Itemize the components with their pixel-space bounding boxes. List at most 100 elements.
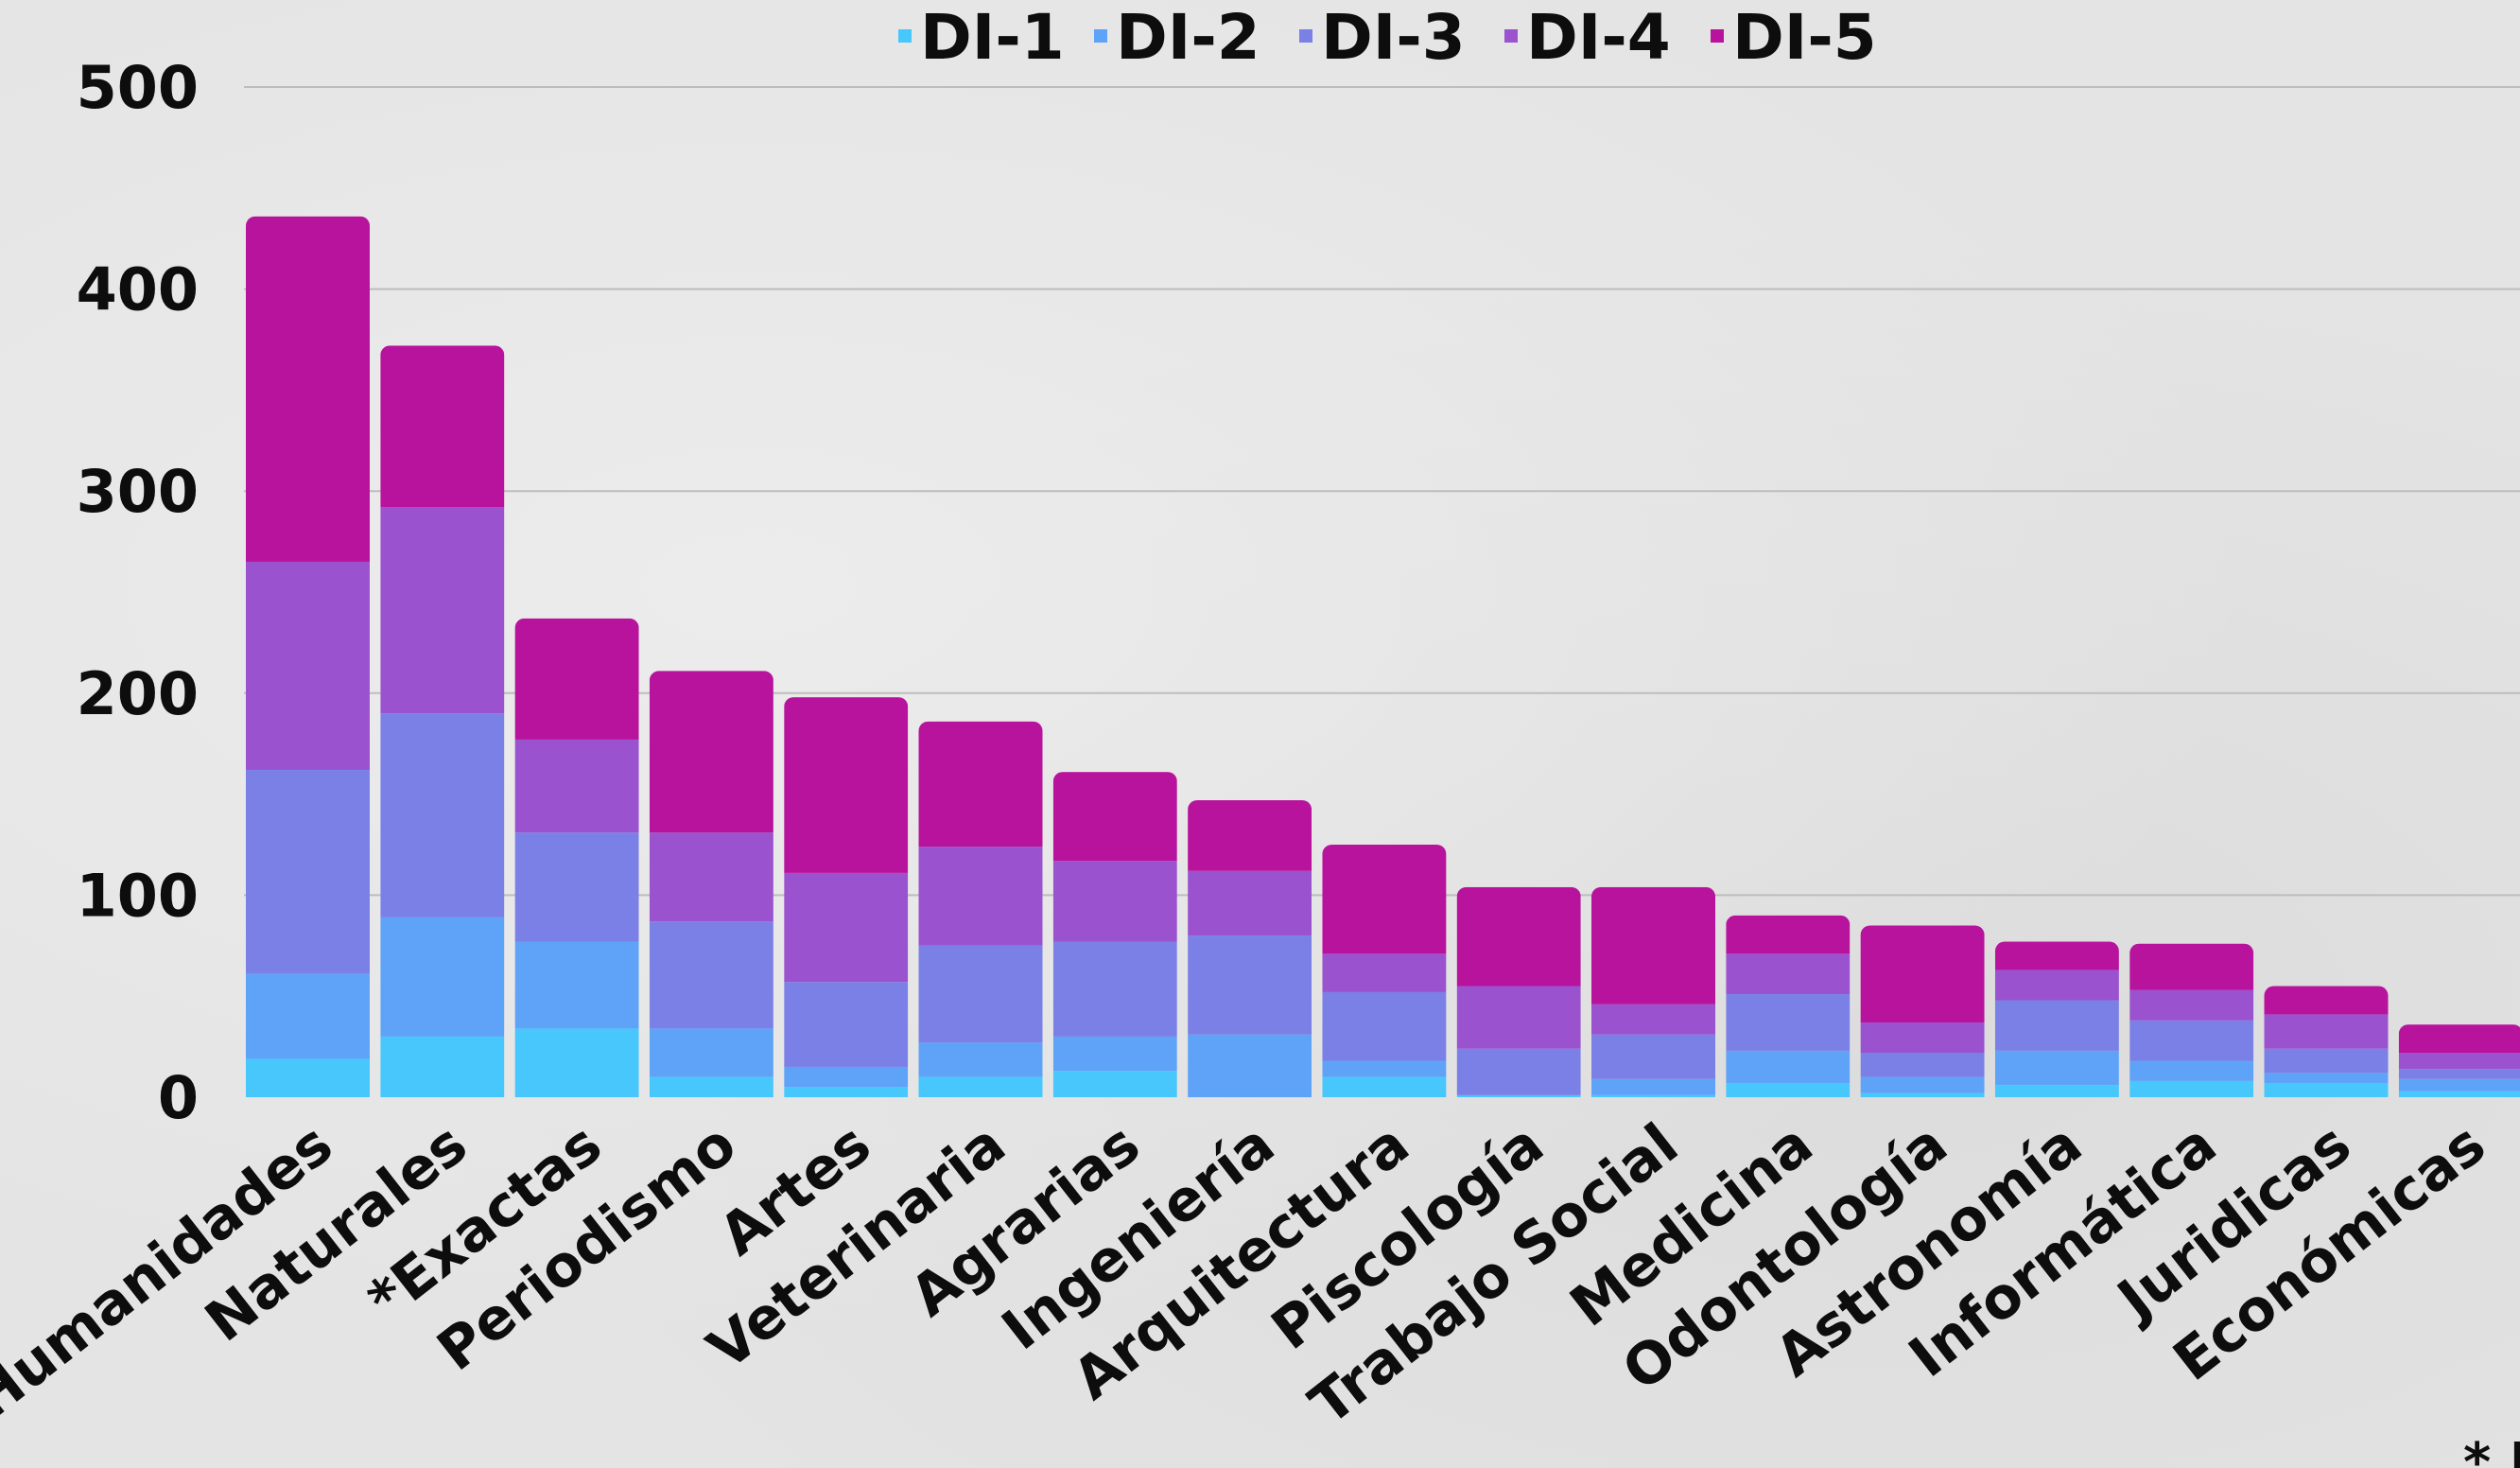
- bar-DI-3-13: [1994, 1000, 2119, 1051]
- bar-DI-3-0: [246, 769, 370, 974]
- bar-DI-1-1: [380, 1036, 505, 1097]
- bar-DI-2-7: [1188, 1034, 1312, 1097]
- y-tick-label: 400: [77, 255, 199, 324]
- bar-DI-2-10: [1591, 1078, 1715, 1095]
- legend-label: DI-3: [1321, 1, 1466, 74]
- bar-DI-4-14: [2129, 989, 2254, 1021]
- bar-stack: [1456, 886, 1581, 1097]
- bar-DI-2-14: [2129, 1060, 2254, 1081]
- bar-DI-2-15: [2264, 1073, 2389, 1084]
- footnote: * E: [2463, 1432, 2520, 1468]
- bar-DI-3-11: [1726, 994, 1851, 1051]
- bar-DI-4-0: [246, 561, 370, 770]
- bar-DI-1-3: [649, 1076, 773, 1097]
- bar-DI-1-16: [2398, 1091, 2520, 1097]
- bar-DI-2-13: [1994, 1050, 2119, 1086]
- bar-DI-4-11: [1726, 953, 1851, 995]
- y-tick-label: 100: [77, 861, 199, 930]
- bar-DI-5-3: [649, 671, 773, 833]
- bar-DI-1-2: [514, 1028, 639, 1097]
- bar-DI-4-9: [1456, 986, 1581, 1049]
- bar-DI-2-0: [246, 973, 370, 1059]
- bar-stack: [1860, 925, 1985, 1097]
- bar-DI-3-7: [1188, 935, 1312, 1035]
- bar-DI-4-7: [1188, 870, 1312, 936]
- y-tick-label: 300: [77, 457, 199, 526]
- bar-DI-1-9: [1456, 1094, 1581, 1097]
- bar-DI-5-13: [1994, 941, 2119, 970]
- bar-DI-4-13: [1994, 970, 2119, 1001]
- bar-stack: [2264, 986, 2389, 1097]
- bar-stack: [784, 697, 909, 1097]
- bar-DI-2-4: [784, 1066, 909, 1088]
- bar-DI-3-12: [1860, 1053, 1985, 1077]
- bar-stack: [1322, 845, 1447, 1097]
- bar-DI-1-14: [2129, 1080, 2254, 1097]
- bar-DI-2-3: [649, 1028, 773, 1077]
- bar-DI-2-11: [1726, 1050, 1851, 1084]
- legend-swatch: [1094, 29, 1107, 43]
- legend-label: DI-2: [1116, 1, 1260, 74]
- bar-DI-3-1: [380, 713, 505, 918]
- legend-swatch: [1711, 29, 1724, 43]
- bar-DI-4-12: [1860, 1022, 1985, 1054]
- bar-DI-4-2: [514, 739, 639, 833]
- legend: DI-1 DI-2 DI-3 DI-4 DI-5: [898, 1, 1877, 74]
- bar-DI-5-10: [1591, 886, 1715, 1005]
- bar-stack: [1188, 800, 1312, 1097]
- bar-DI-2-5: [918, 1042, 1043, 1077]
- bar-DI-5-12: [1860, 925, 1985, 1022]
- bar-DI-2-2: [514, 941, 639, 1029]
- y-axis-ticks: 0 100 200 300 400 500: [77, 53, 199, 1132]
- legend-label: DI-1: [920, 1, 1065, 74]
- bar-DI-5-1: [380, 345, 505, 508]
- bar-DI-5-7: [1188, 800, 1312, 871]
- bar-DI-1-0: [246, 1058, 370, 1097]
- bar-DI-3-16: [2398, 1069, 2520, 1079]
- bar-stack: [1726, 915, 1851, 1097]
- bar-DI-5-4: [784, 697, 909, 873]
- bar-DI-2-8: [1322, 1060, 1447, 1077]
- legend-swatch: [898, 29, 912, 43]
- legend-label: DI-4: [1526, 1, 1671, 74]
- legend-swatch: [1504, 29, 1518, 43]
- bar-DI-1-6: [1052, 1071, 1177, 1097]
- bar-DI-3-4: [784, 982, 909, 1067]
- x-axis-ticks: HumanidadesNaturales*ExactasPeriodismoAr…: [0, 1111, 2498, 1439]
- bar-DI-3-3: [649, 921, 773, 1029]
- bar-DI-1-12: [1860, 1092, 1985, 1097]
- y-tick-label: 0: [158, 1063, 199, 1132]
- bar-DI-1-4: [784, 1087, 909, 1097]
- bar-stack: [514, 618, 639, 1097]
- bar-DI-5-15: [2264, 986, 2389, 1015]
- bar-DI-1-8: [1322, 1076, 1447, 1097]
- bar-DI-2-12: [1860, 1076, 1985, 1093]
- y-tick-label: 500: [77, 53, 199, 122]
- bar-DI-5-11: [1726, 915, 1851, 954]
- bar-DI-5-0: [246, 216, 370, 562]
- bar-DI-5-9: [1456, 886, 1581, 987]
- legend-swatch: [1299, 29, 1312, 43]
- bar-DI-4-3: [649, 832, 773, 922]
- bar-stack: [2398, 1024, 2520, 1097]
- bar-stack: [649, 671, 773, 1097]
- bar-DI-4-8: [1322, 953, 1447, 992]
- bar-DI-5-6: [1052, 772, 1177, 862]
- bar-DI-4-6: [1052, 861, 1177, 942]
- bar-DI-1-13: [1994, 1085, 2119, 1097]
- bar-DI-4-1: [380, 507, 505, 714]
- bar-DI-3-9: [1456, 1048, 1581, 1095]
- bar-DI-1-10: [1591, 1094, 1715, 1097]
- bar-stack: [380, 345, 505, 1097]
- bar-DI-3-6: [1052, 941, 1177, 1037]
- bars: [246, 216, 2520, 1097]
- bar-DI-4-5: [918, 847, 1043, 946]
- bar-DI-4-10: [1591, 1004, 1715, 1035]
- bar-DI-3-8: [1322, 991, 1447, 1061]
- bar-DI-4-16: [2398, 1053, 2520, 1070]
- bar-DI-5-14: [2129, 943, 2254, 990]
- bar-stack: [1591, 886, 1715, 1097]
- bar-DI-3-5: [918, 945, 1043, 1043]
- bar-DI-1-11: [1726, 1083, 1851, 1097]
